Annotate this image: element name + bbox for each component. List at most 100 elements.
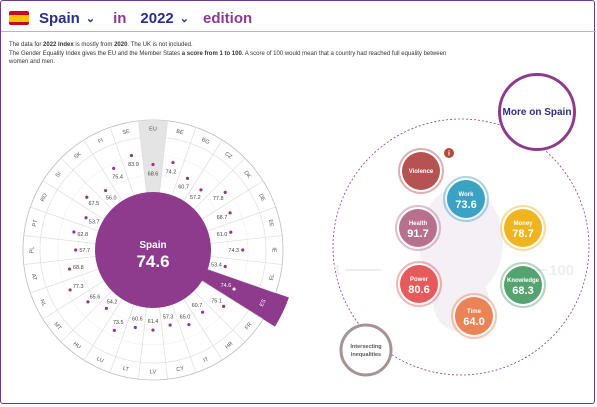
country-code-de[interactable]: DE xyxy=(257,193,266,203)
country-code-sk[interactable]: SK xyxy=(73,151,83,160)
header: Spain ⌄ in 2022 ⌄ edition xyxy=(9,5,252,31)
center-country-label: Spain xyxy=(139,240,166,251)
score-label: 62.8 xyxy=(77,232,88,238)
country-code-pt[interactable]: PT xyxy=(32,218,40,227)
country-code-cy[interactable]: CY xyxy=(176,366,185,374)
score-label: 75.4 xyxy=(112,174,123,180)
score-label: 60.7 xyxy=(178,184,189,190)
country-code-ie[interactable]: IE xyxy=(271,247,277,253)
score-dot xyxy=(168,323,172,327)
domain-score: 64.0 xyxy=(463,316,484,328)
scale-min-label: 1 xyxy=(333,262,341,279)
intersecting-label: inequalities xyxy=(351,352,381,358)
score-dot xyxy=(223,190,227,194)
country-code-lv[interactable]: LV xyxy=(150,370,157,376)
score-dot xyxy=(67,267,72,271)
score-dot xyxy=(232,287,236,291)
country-code-nl[interactable]: NL xyxy=(38,299,46,308)
domain-ring xyxy=(398,148,444,194)
domain-ring xyxy=(396,261,442,307)
score-dot xyxy=(133,325,137,330)
info-icon-glyph: i xyxy=(448,151,450,158)
score-label: 68.7 xyxy=(217,215,228,221)
score-label: 57.7 xyxy=(79,248,90,254)
country-code-mt[interactable]: MT xyxy=(52,321,62,331)
domain-name: Knowledge xyxy=(507,278,540,284)
score-label: 61.4 xyxy=(148,319,159,325)
score-dot xyxy=(199,188,203,192)
country-code-eu[interactable]: EU xyxy=(149,127,157,133)
country-code-at[interactable]: AT xyxy=(30,273,37,281)
score-label: 60.6 xyxy=(132,317,143,323)
score-label: 56.0 xyxy=(106,196,117,202)
country-code-ro[interactable]: RO xyxy=(40,192,49,203)
score-dot xyxy=(74,248,78,252)
country-code-ee[interactable]: EE xyxy=(267,219,275,228)
domain-name: Power xyxy=(410,277,429,283)
country-code-hr[interactable]: HR xyxy=(224,341,234,351)
domain-name: Health xyxy=(409,221,428,227)
score-label: 53.4 xyxy=(211,262,222,268)
center-score-value: 74.6 xyxy=(136,252,169,271)
country-code-se[interactable]: SE xyxy=(122,129,131,137)
score-dot xyxy=(84,216,88,220)
country-code-cz[interactable]: CZ xyxy=(223,151,233,161)
background-figure xyxy=(419,187,503,297)
score-label: 57.2 xyxy=(190,195,201,201)
score-label: 68.8 xyxy=(73,265,84,271)
score-dot xyxy=(112,166,116,170)
center-score-circle xyxy=(95,192,211,308)
score-dot xyxy=(103,188,108,193)
score-dot xyxy=(112,328,116,332)
country-code-lu[interactable]: LU xyxy=(95,356,104,364)
country-code-el[interactable]: EL xyxy=(269,273,276,281)
chevron-down-icon: ⌄ xyxy=(85,12,96,25)
score-dot xyxy=(86,300,90,304)
score-label: 74.6 xyxy=(221,283,232,289)
info-icon[interactable] xyxy=(444,148,454,158)
country-code-dk[interactable]: DK xyxy=(242,170,252,180)
country-code-es[interactable]: ES xyxy=(259,298,268,308)
intersecting-inequalities-button[interactable]: Intersecting inequalities xyxy=(339,323,393,377)
country-code-hu[interactable]: HU xyxy=(72,341,82,351)
year-select[interactable]: 2022 ⌄ xyxy=(140,10,189,27)
more-on-country-button[interactable]: More on Spain xyxy=(498,73,576,151)
domain-score: 80.6 xyxy=(408,284,429,296)
domain-circle xyxy=(399,209,437,247)
domain-score: 91.7 xyxy=(407,228,428,240)
country-select-value: Spain xyxy=(39,9,80,27)
country-code-lt[interactable]: LT xyxy=(122,366,130,373)
country-select[interactable]: Spain ⌄ xyxy=(39,10,95,27)
country-code-be[interactable]: BE xyxy=(176,129,185,137)
spain-flag-icon xyxy=(9,11,29,25)
score-label: 57.3 xyxy=(163,314,174,320)
score-dot xyxy=(222,304,226,308)
score-label: 77.3 xyxy=(73,284,84,290)
score-label: 74.2 xyxy=(166,169,177,175)
score-label: 74.3 xyxy=(228,248,239,254)
score-dot xyxy=(187,322,191,327)
country-code-fr[interactable]: FR xyxy=(244,322,253,331)
country-code-pl[interactable]: PL xyxy=(30,247,36,254)
domain-ring xyxy=(451,293,497,339)
country-code-bg[interactable]: BG xyxy=(200,137,210,146)
domain-circle xyxy=(455,297,493,335)
year-select-value: 2022 xyxy=(140,9,174,27)
domain-circle xyxy=(400,265,438,303)
intersecting-circle xyxy=(339,323,393,377)
score-dot xyxy=(129,153,134,158)
country-code-it[interactable]: IT xyxy=(203,356,211,364)
edition-label: edition xyxy=(203,9,253,27)
score-dot xyxy=(85,195,89,199)
intersecting-label: Intersecting xyxy=(350,344,381,350)
country-code-fi[interactable]: FI xyxy=(97,137,104,145)
score-label: 67.5 xyxy=(88,201,99,207)
country-code-si[interactable]: SI xyxy=(55,171,63,179)
domain-violence-button[interactable]: Violence xyxy=(398,148,444,194)
